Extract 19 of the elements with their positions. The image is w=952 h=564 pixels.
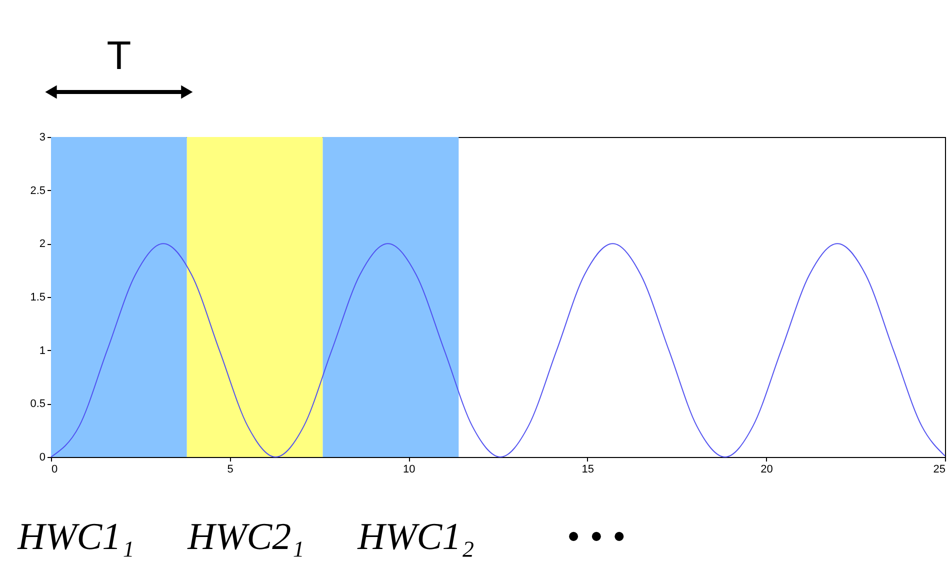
x-tick-label: 10 xyxy=(402,464,416,476)
text: • • • xyxy=(566,516,626,558)
line-series xyxy=(50,243,946,458)
x-tick-label: 25 xyxy=(933,464,946,476)
x-tick-label: 5 xyxy=(227,464,234,476)
text: HWC1₂ xyxy=(356,516,474,558)
text: HWC2₁ xyxy=(186,516,304,558)
x-tick-label: 0 xyxy=(52,464,58,476)
text: HWC1₁ xyxy=(16,516,134,558)
y-tick-label: 0.5 xyxy=(30,398,46,410)
y-tick-label: 3 xyxy=(39,132,46,144)
y-tick-label: 2.5 xyxy=(30,184,46,197)
x-tick-label: 15 xyxy=(582,464,594,476)
y-tick-label: 0 xyxy=(39,452,46,464)
y-tick-label: 1.5 xyxy=(30,292,46,304)
x-tick-label: 20 xyxy=(760,464,773,476)
text: T xyxy=(106,34,132,78)
y-tick-label: 1 xyxy=(39,344,46,357)
y-tick-label: 2 xyxy=(39,238,46,250)
